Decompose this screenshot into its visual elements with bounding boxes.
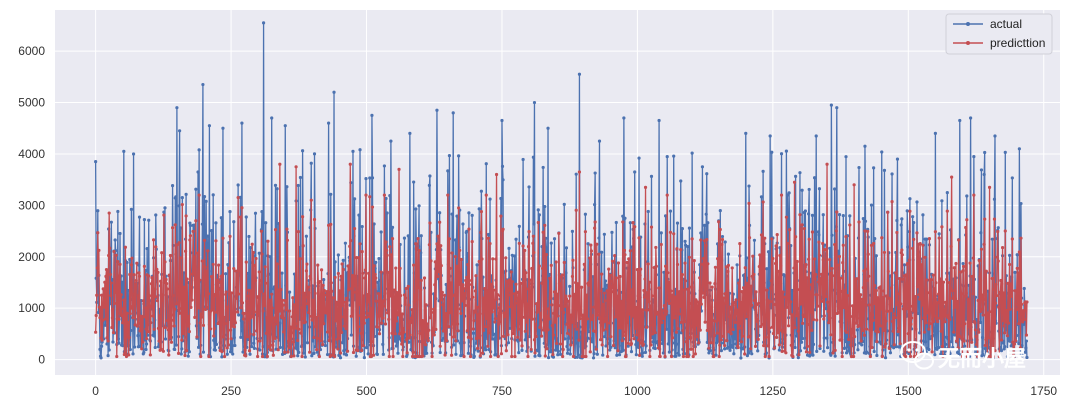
prediction-series-markers (94, 162, 1029, 359)
x-tick-label: 750 (492, 384, 512, 398)
legend-prediction-label: predicttion (990, 36, 1045, 50)
legend-actual-marker (966, 22, 970, 26)
y-tick-label: 5000 (18, 96, 45, 110)
x-tick-label: 1000 (624, 384, 651, 398)
series-layer (94, 21, 1029, 360)
y-tick-label: 0 (38, 353, 45, 367)
x-tick-label: 1250 (760, 384, 787, 398)
wechat-icon (900, 341, 934, 370)
watermark: 无而小屋 (900, 341, 1026, 371)
y-tick-label: 3000 (18, 198, 45, 212)
x-tick-label: 250 (221, 384, 241, 398)
legend-actual-label: actual (990, 17, 1022, 31)
x-tick-label: 1750 (1030, 384, 1057, 398)
x-tick-label: 500 (357, 384, 377, 398)
legend: actual predicttion (945, 13, 1053, 55)
x-tick-label: 0 (92, 384, 99, 398)
y-tick-label: 4000 (18, 147, 45, 161)
y-tick-label: 2000 (18, 250, 45, 264)
x-tick-label: 1500 (895, 384, 922, 398)
watermark-text: 无而小屋 (938, 346, 1026, 371)
prediction-series-line (94, 163, 1028, 358)
legend-prediction-marker (966, 41, 970, 45)
tick-labels: 0 250 500 750 1000 1250 1500 1750 0 1000 2000 3000 4… (18, 44, 1057, 398)
y-tick-label: 6000 (18, 44, 45, 58)
y-tick-label: 1000 (18, 301, 45, 315)
